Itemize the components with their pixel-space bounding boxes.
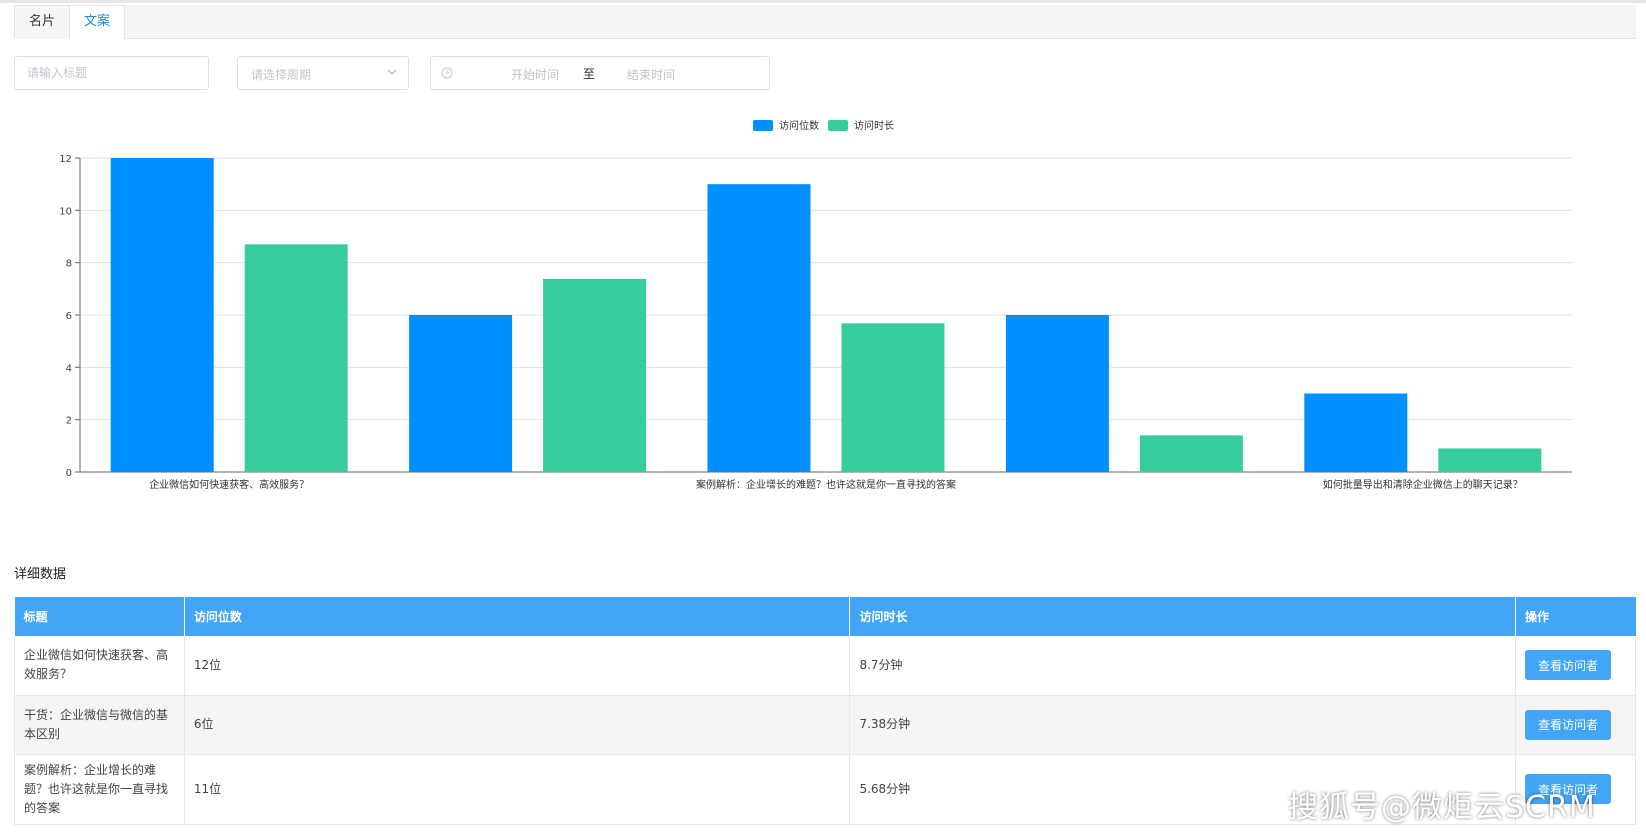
y-tick-label: 12: [59, 154, 72, 165]
bar-visits: [409, 315, 513, 472]
y-tick-label: 8: [66, 259, 72, 270]
row-action-cell: 查看访问者: [1515, 636, 1637, 696]
y-tick-label: 10: [59, 206, 72, 217]
period-select-placeholder: 请选择周期: [251, 68, 312, 82]
date-range-picker[interactable]: 开始时间 至 结束时间: [430, 56, 770, 90]
table-row: 干货：企业微信与微信的基本区别 6位 7.38分钟 查看访问者: [14, 695, 1637, 755]
section-title: 详细数据: [14, 567, 67, 582]
bar-visits: [1304, 393, 1408, 472]
table-row: 案例解析：企业增长的难题？也许这就是你一直寻找的答案 11位 5.68分钟 查看…: [14, 754, 1637, 825]
row-duration: 7.38分钟: [849, 695, 1516, 755]
date-start-input[interactable]: 开始时间: [510, 68, 559, 82]
bar-duration: [1438, 448, 1542, 472]
bar-visits: [110, 158, 214, 472]
chevron-down-icon: [387, 69, 397, 75]
row-title: 干货：企业微信与微信的基本区别: [14, 695, 185, 755]
row-title: 企业微信如何快速获客、高效服务？: [14, 636, 185, 696]
column-header-title: 标题: [14, 597, 185, 636]
legend-label: 访问时长: [854, 119, 894, 132]
column-header-visits: 访问位数: [184, 597, 851, 636]
table-row: 企业微信如何快速获客、高效服务？ 12位 8.7分钟 查看访问者: [14, 636, 1637, 696]
detail-table: 标题 访问位数 访问时长 操作 企业微信如何快速获客、高效服务？ 12位 8.7…: [14, 597, 1637, 825]
legend-swatch: [828, 120, 848, 131]
top-border: [0, 0, 1646, 3]
row-title: 案例解析：企业增长的难题？也许这就是你一直寻找的答案: [14, 754, 185, 825]
row-duration: 5.68分钟: [849, 754, 1516, 825]
view-visitors-button[interactable]: 查看访问者: [1524, 650, 1611, 681]
row-action-cell: 查看访问者: [1515, 754, 1637, 825]
period-select[interactable]: 请选择周期: [237, 56, 409, 90]
view-visitors-button[interactable]: 查看访问者: [1524, 774, 1611, 804]
bar-duration: [841, 323, 945, 472]
x-tick-label: 企业微信如何快速获客、高效服务？: [149, 478, 309, 491]
bar-chart-svg: 访问位数 访问时长 0 2 4 6 8 10 12 企业微信如何快速获客、高效服务？ 案例解析：企业…: [59, 119, 1572, 491]
column-header-duration: 访问时长: [849, 597, 1516, 636]
x-tick-label: 如何批量导出和清除企业微信上的聊天记录？: [1323, 478, 1523, 491]
date-end-input[interactable]: 结束时间: [626, 68, 675, 82]
title-search-input[interactable]: [15, 57, 208, 89]
row-visits: 12位: [184, 636, 851, 696]
y-tick-label: 6: [66, 311, 72, 322]
date-separator: 至: [583, 67, 596, 81]
bar-duration: [1139, 435, 1243, 472]
row-visits: 11位: [184, 754, 851, 825]
y-tick-label: 0: [66, 468, 72, 479]
bar-visits: [1005, 315, 1109, 472]
table-header-row: 标题 访问位数 访问时长 操作: [14, 597, 1636, 636]
legend-label: 访问位数: [779, 119, 819, 132]
row-duration: 8.7分钟: [849, 636, 1516, 696]
tab-copywriting[interactable]: 文案: [69, 5, 126, 40]
x-tick-label: 案例解析：企业增长的难题？也许这就是你一直寻找的答案: [696, 478, 956, 491]
tabs-bar: 名片 文案: [14, 5, 1636, 40]
legend-swatch: [753, 120, 773, 131]
clock-icon: [441, 67, 453, 79]
bar-duration: [543, 278, 647, 472]
bar-visits: [707, 184, 811, 472]
row-visits: 6位: [184, 695, 851, 755]
bar-duration: [244, 244, 348, 472]
bar-chart: 访问位数 访问时长 0 2 4 6 8 10 12 企业微信如何快速获客、高效服务？ 案例解析：企业…: [0, 108, 1646, 498]
column-header-action: 操作: [1515, 597, 1636, 636]
y-tick-label: 4: [66, 363, 72, 374]
row-action-cell: 查看访问者: [1515, 695, 1637, 755]
tab-card[interactable]: 名片: [14, 5, 71, 39]
title-search-field: [14, 56, 209, 90]
view-visitors-button[interactable]: 查看访问者: [1524, 709, 1611, 740]
y-tick-label: 2: [66, 416, 72, 427]
watermark: 搜狐号@微炬云SCRM: [1288, 790, 1596, 825]
